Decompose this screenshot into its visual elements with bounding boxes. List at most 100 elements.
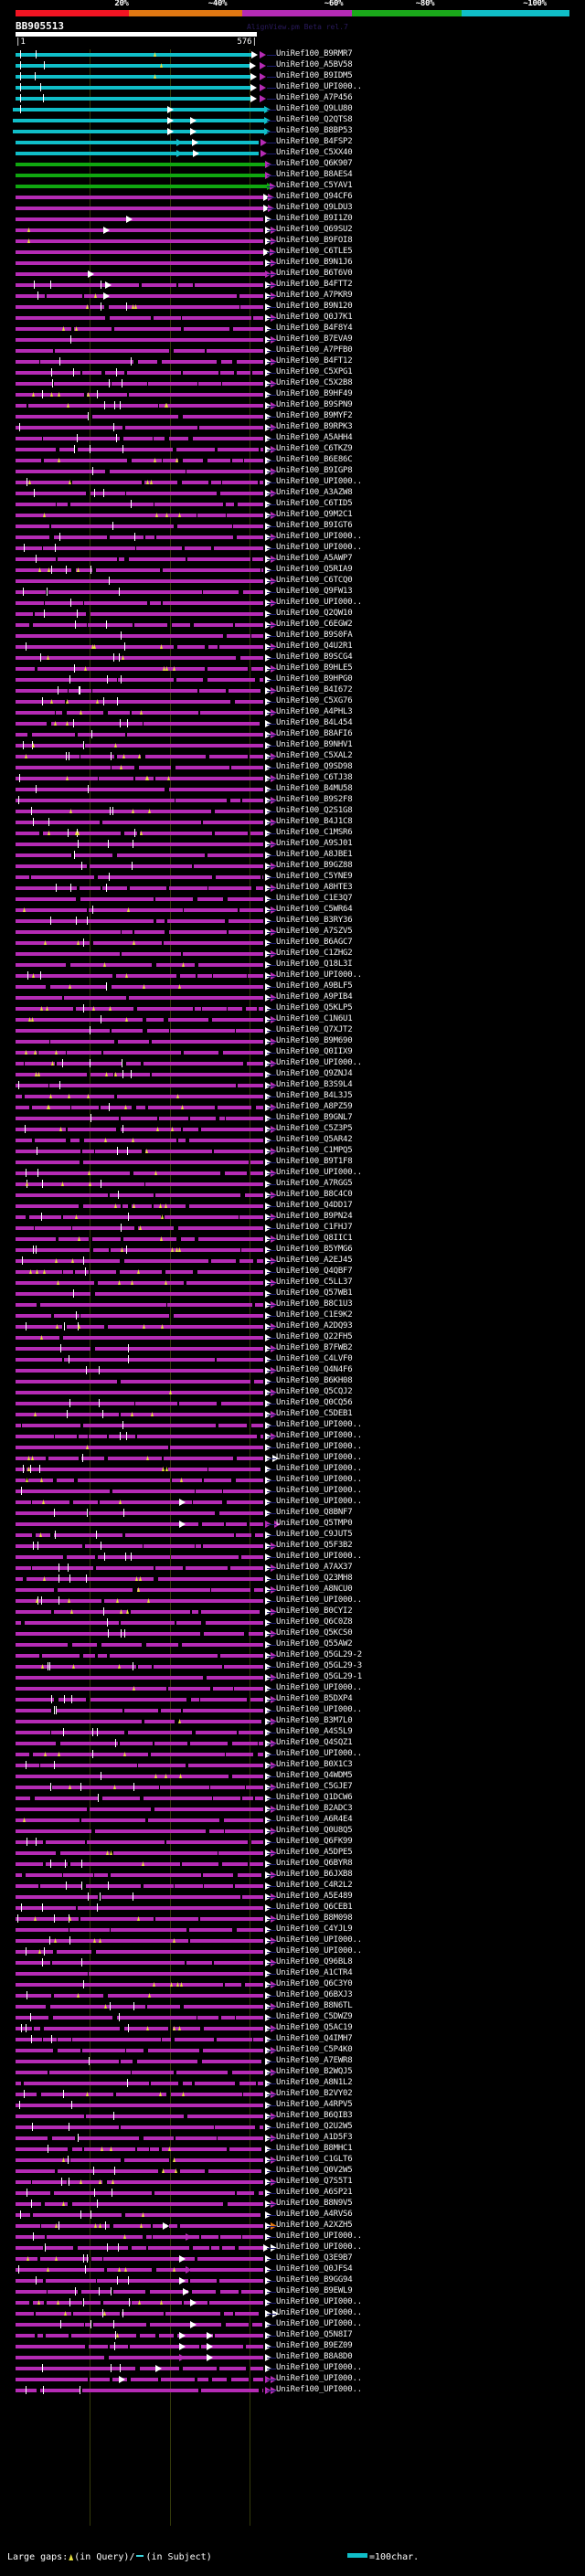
- table-row[interactable]: UniRef100_Q6C0Z8: [0, 1617, 585, 1628]
- hit-label[interactable]: UniRef100_C5DWZ9: [276, 2012, 353, 2021]
- hit-label[interactable]: UniRef100_UPI000..: [276, 1420, 362, 1429]
- hit-label[interactable]: UniRef100_UPI000..: [276, 2374, 362, 2383]
- hit-label[interactable]: UniRef100_B8A8D0: [276, 2352, 353, 2361]
- hit-label[interactable]: UniRef100_C4R2L2: [276, 1881, 353, 1890]
- table-row[interactable]: UniRef100_A4RPV5: [0, 2100, 585, 2111]
- table-row[interactable]: UniRef100_Q22FH5: [0, 1332, 585, 1343]
- hit-label[interactable]: UniRef100_B9I1Z0: [276, 214, 353, 223]
- hit-label[interactable]: UniRef100_B0CYI2: [276, 1606, 353, 1616]
- hit-label[interactable]: UniRef100_C6TKZ9: [276, 444, 353, 453]
- table-row[interactable]: UniRef100_C5Z3P5: [0, 1124, 585, 1135]
- table-row[interactable]: UniRef100_B4FTT2: [0, 280, 585, 291]
- table-row[interactable]: UniRef100_A7AX37: [0, 1563, 585, 1574]
- table-row[interactable]: UniRef100_B9M690: [0, 1036, 585, 1047]
- hit-label[interactable]: UniRef100_B6QIB3: [276, 2111, 353, 2120]
- hit-label[interactable]: UniRef100_Q9LU80: [276, 104, 353, 113]
- table-row[interactable]: UniRef100_UPI000..: [0, 1935, 585, 1946]
- table-row[interactable]: UniRef100_B5DXP4: [0, 1694, 585, 1705]
- hit-label[interactable]: UniRef100_A8PZ59: [276, 1102, 353, 1111]
- hit-label[interactable]: UniRef100_B2VY02: [276, 2089, 353, 2098]
- table-row[interactable]: UniRef100_C5DEB1: [0, 1409, 585, 1420]
- table-row[interactable]: UniRef100_C5XPG1: [0, 367, 585, 378]
- table-row[interactable]: UniRef100_B7FWB2: [0, 1343, 585, 1354]
- table-row[interactable]: UniRef100_UPI000..: [0, 2231, 585, 2242]
- table-row[interactable]: UniRef100_B9SCG4: [0, 652, 585, 663]
- table-row[interactable]: UniRef100_UPI000..: [0, 82, 585, 93]
- hit-label[interactable]: UniRef100_UPI000..: [276, 1552, 362, 1561]
- hit-label[interactable]: UniRef100_A5E489: [276, 1892, 353, 1901]
- table-row[interactable]: UniRef100_Q69SU2: [0, 225, 585, 236]
- hit-label[interactable]: UniRef100_C1MPQ5: [276, 1146, 353, 1155]
- hit-label[interactable]: UniRef100_UPI000..: [276, 2385, 362, 2394]
- hit-label[interactable]: UniRef100_C6TCQ0: [276, 576, 353, 585]
- table-row[interactable]: UniRef100_A8PZ59: [0, 1102, 585, 1113]
- hit-label[interactable]: UniRef100_Q5AC19: [276, 2023, 353, 2032]
- hit-label[interactable]: UniRef100_Q22FH5: [276, 1332, 353, 1341]
- table-row[interactable]: UniRef100_B9T1F8: [0, 1157, 585, 1168]
- table-row[interactable]: UniRef100_UPI000..: [0, 2308, 585, 2319]
- table-row[interactable]: UniRef100_C1E3Q7: [0, 894, 585, 905]
- hit-label[interactable]: UniRef100_C1E3Q7: [276, 894, 353, 903]
- table-row[interactable]: UniRef100_A5DPE5: [0, 1848, 585, 1859]
- hit-label[interactable]: UniRef100_A7EWR8: [276, 2056, 353, 2065]
- table-row[interactable]: UniRef100_B9S0FA: [0, 631, 585, 641]
- table-row[interactable]: UniRef100_B4L3J5: [0, 1091, 585, 1102]
- hit-label[interactable]: UniRef100_C4YJL9: [276, 1924, 353, 1934]
- hit-label[interactable]: UniRef100_A3AZW8: [276, 488, 353, 497]
- hit-label[interactable]: UniRef100_Q4QBF7: [276, 1267, 353, 1276]
- table-row[interactable]: UniRef100_B8A8D0: [0, 2352, 585, 2363]
- hit-label[interactable]: UniRef100_Q8BNF7: [276, 1508, 353, 1517]
- table-row[interactable]: UniRef100_B9IDM5: [0, 71, 585, 82]
- table-row[interactable]: UniRef100_C5YNE9: [0, 872, 585, 883]
- table-row[interactable]: UniRef100_Q5AR42: [0, 1135, 585, 1146]
- hit-label[interactable]: UniRef100_C5P4K0: [276, 2045, 353, 2054]
- table-row[interactable]: UniRef100_Q2U2W5: [0, 2122, 585, 2133]
- hit-label[interactable]: UniRef100_UPI000..: [276, 1168, 362, 1177]
- hit-label[interactable]: UniRef100_B9IGT6: [276, 521, 353, 530]
- table-row[interactable]: UniRef100_Q4SQZ1: [0, 1738, 585, 1749]
- table-row[interactable]: UniRef100_B4J1C8: [0, 817, 585, 828]
- hit-label[interactable]: UniRef100_B2ADC3: [276, 1804, 353, 1813]
- hit-label[interactable]: UniRef100_B8M098: [276, 1913, 353, 1923]
- hit-label[interactable]: UniRef100_B4L454: [276, 718, 353, 727]
- hit-label[interactable]: UniRef100_Q2S1G8: [276, 806, 353, 815]
- table-row[interactable]: UniRef100_A6R4E4: [0, 1815, 585, 1826]
- table-row[interactable]: UniRef100_B4F8Y4: [0, 323, 585, 334]
- hit-label[interactable]: UniRef100_C5YNE9: [276, 872, 353, 881]
- table-row[interactable]: UniRef100_B4I672: [0, 685, 585, 696]
- hit-label[interactable]: UniRef100_C5XX40: [276, 148, 353, 157]
- hit-label[interactable]: UniRef100_Q4SQZ1: [276, 1738, 353, 1747]
- hit-label[interactable]: UniRef100_B8C4C0: [276, 1190, 353, 1199]
- hit-label[interactable]: UniRef100_UPI000..: [276, 1935, 362, 1945]
- hit-label[interactable]: UniRef100_Q9LDU3: [276, 203, 353, 212]
- table-row[interactable]: UniRef100_C6TKZ9: [0, 444, 585, 455]
- table-row[interactable]: UniRef100_C1N6U1: [0, 1014, 585, 1025]
- table-row[interactable]: UniRef100_UPI000..: [0, 1595, 585, 1606]
- table-row[interactable]: UniRef100_B4L454: [0, 718, 585, 729]
- table-row[interactable]: UniRef100_Q0JFS4: [0, 2264, 585, 2275]
- hit-label[interactable]: UniRef100_B9NHV1: [276, 740, 353, 749]
- hit-label[interactable]: UniRef100_B3S9L4: [276, 1080, 353, 1089]
- hit-label[interactable]: UniRef100_Q0V2W5: [276, 2166, 353, 2175]
- table-row[interactable]: UniRef100_A5BV58: [0, 60, 585, 71]
- hit-label[interactable]: UniRef100_UPI000..: [276, 598, 362, 607]
- hit-label[interactable]: UniRef100_Q6BXJ3: [276, 1990, 353, 1999]
- table-row[interactable]: UniRef100_C5XX40: [0, 148, 585, 159]
- hit-label[interactable]: UniRef100_B6T6V0: [276, 269, 353, 278]
- hit-label[interactable]: UniRef100_C5X2B8: [276, 378, 353, 387]
- hit-label[interactable]: UniRef100_B9SPN9: [276, 400, 353, 409]
- table-row[interactable]: UniRef100_A6SP21: [0, 2188, 585, 2199]
- table-row[interactable]: UniRef100_Q4N4F6: [0, 1365, 585, 1376]
- hit-label[interactable]: UniRef100_A7P456: [276, 93, 353, 102]
- table-row[interactable]: UniRef100_A9PIB4: [0, 992, 585, 1003]
- table-row[interactable]: UniRef100_Q0J7K1: [0, 313, 585, 323]
- table-row[interactable]: UniRef100_A5AWP7: [0, 554, 585, 565]
- table-row[interactable]: UniRef100_B3M7L0: [0, 1716, 585, 1727]
- hit-label[interactable]: UniRef100_A4RPV5: [276, 2100, 353, 2109]
- hit-label[interactable]: UniRef100_C1FHJ7: [276, 1223, 353, 1232]
- table-row[interactable]: UniRef100_C5P4K0: [0, 2045, 585, 2056]
- table-row[interactable]: UniRef100_C5GJE7: [0, 1782, 585, 1793]
- table-row[interactable]: UniRef100_B5YMG6: [0, 1245, 585, 1256]
- table-row[interactable]: UniRef100_A7PKR9: [0, 291, 585, 302]
- hit-label[interactable]: UniRef100_B0X1C3: [276, 1760, 353, 1769]
